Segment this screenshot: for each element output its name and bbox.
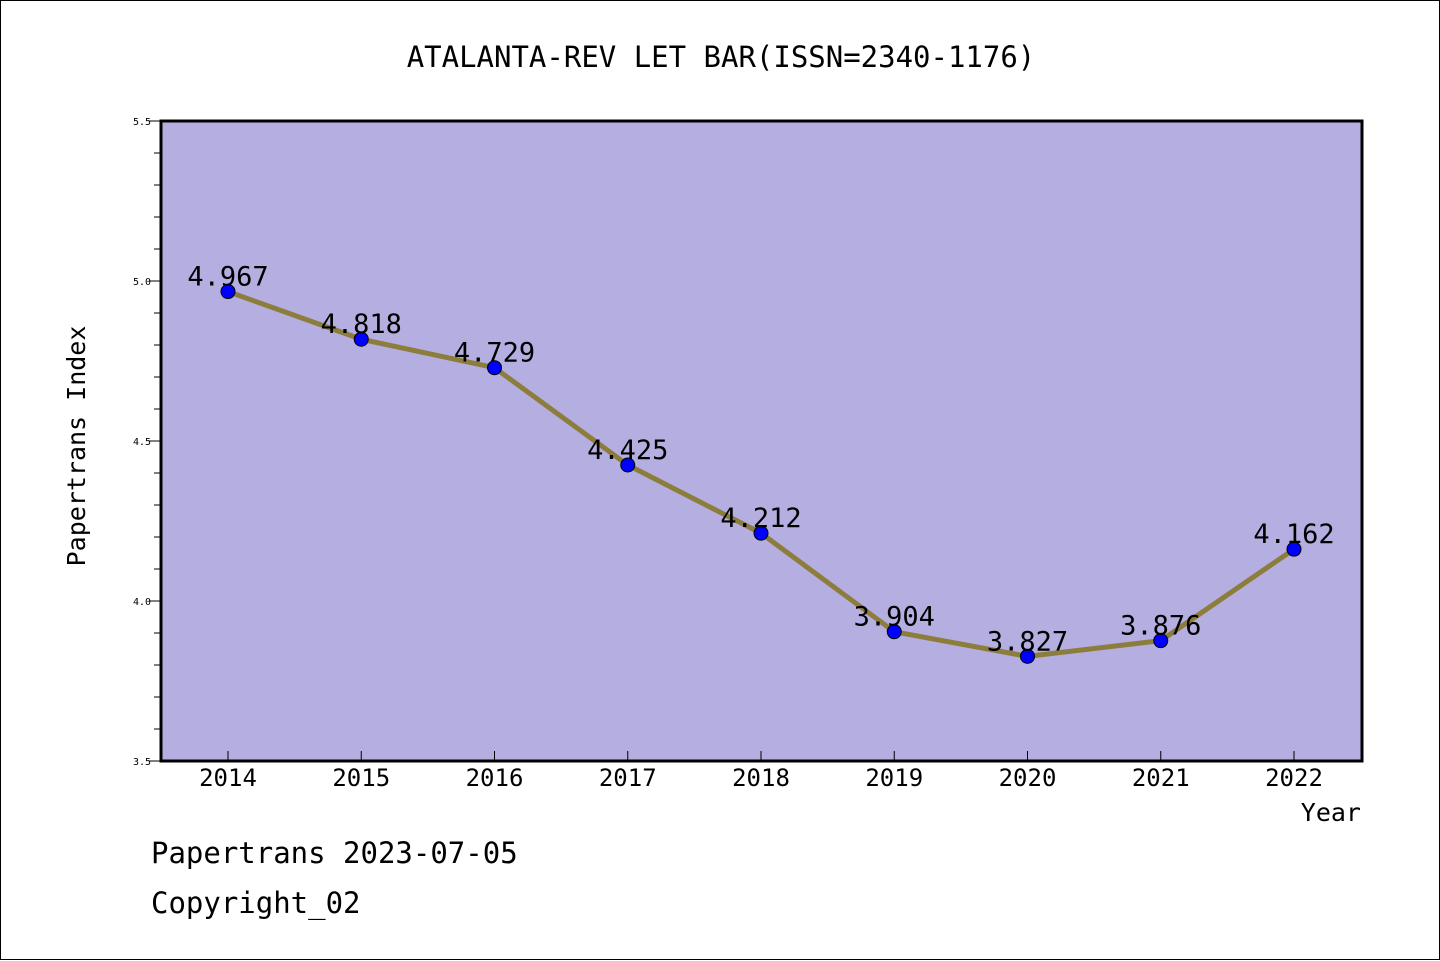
copyright-text: Copyright_02 [151, 886, 361, 920]
data-point [1020, 648, 1035, 664]
data-label: 4.729 [454, 338, 535, 369]
data-label: 3.904 [854, 602, 935, 633]
x-tick-label: 2015 [332, 764, 390, 792]
y-axis: 3.5 4.0 4.5 5.0 5.5 [133, 117, 161, 768]
y-tick-label: 3.5 [133, 757, 151, 768]
x-tick-label: 2020 [999, 764, 1057, 792]
data-label: 3.827 [987, 626, 1068, 657]
data-point [353, 331, 369, 347]
data-label: 4.162 [1253, 519, 1334, 550]
x-tick-label: 2018 [732, 764, 790, 792]
data-label: 4.212 [720, 503, 801, 534]
x-tick-label: 2016 [466, 764, 524, 792]
y-tick-label: 5.0 [133, 277, 151, 288]
y-axis-label: Papertrans Index [62, 326, 91, 567]
x-tick-label: 2014 [199, 764, 257, 792]
data-label: 4.425 [587, 435, 668, 466]
data-point [487, 360, 502, 376]
data-label: 3.876 [1120, 611, 1201, 642]
data-point [1286, 541, 1302, 557]
data-labels: 4.967 4.818 4.729 4.425 4.212 3.904 3.827 3.876… [187, 262, 1334, 658]
x-axis-label: Year [1301, 798, 1361, 827]
data-point [886, 624, 902, 640]
y-tick-label: 5.5 [133, 117, 151, 128]
chart-title: ATALANTA-REV LET BAR(ISSN=2340-1176) [407, 40, 1036, 74]
data-point [620, 457, 636, 473]
x-axis: 2014 2015 2016 2017 2018 2019 2020 2021 2022 [199, 751, 1323, 792]
y-tick-label: 4.5 [133, 437, 151, 448]
data-points [220, 284, 1302, 664]
data-point [1153, 633, 1169, 649]
x-tick-label: 2017 [599, 764, 657, 792]
data-point [220, 284, 236, 300]
source-date-text: Papertrans 2023-07-05 [151, 836, 518, 870]
data-label: 4.818 [321, 309, 402, 340]
x-tick-label: 2021 [1132, 764, 1190, 792]
data-label: 4.967 [187, 262, 268, 293]
plot-area [159, 119, 1364, 763]
x-tick-label: 2022 [1265, 764, 1323, 792]
x-tick-label: 2019 [865, 764, 923, 792]
data-point [753, 525, 769, 541]
y-tick-label: 4.0 [133, 597, 151, 608]
